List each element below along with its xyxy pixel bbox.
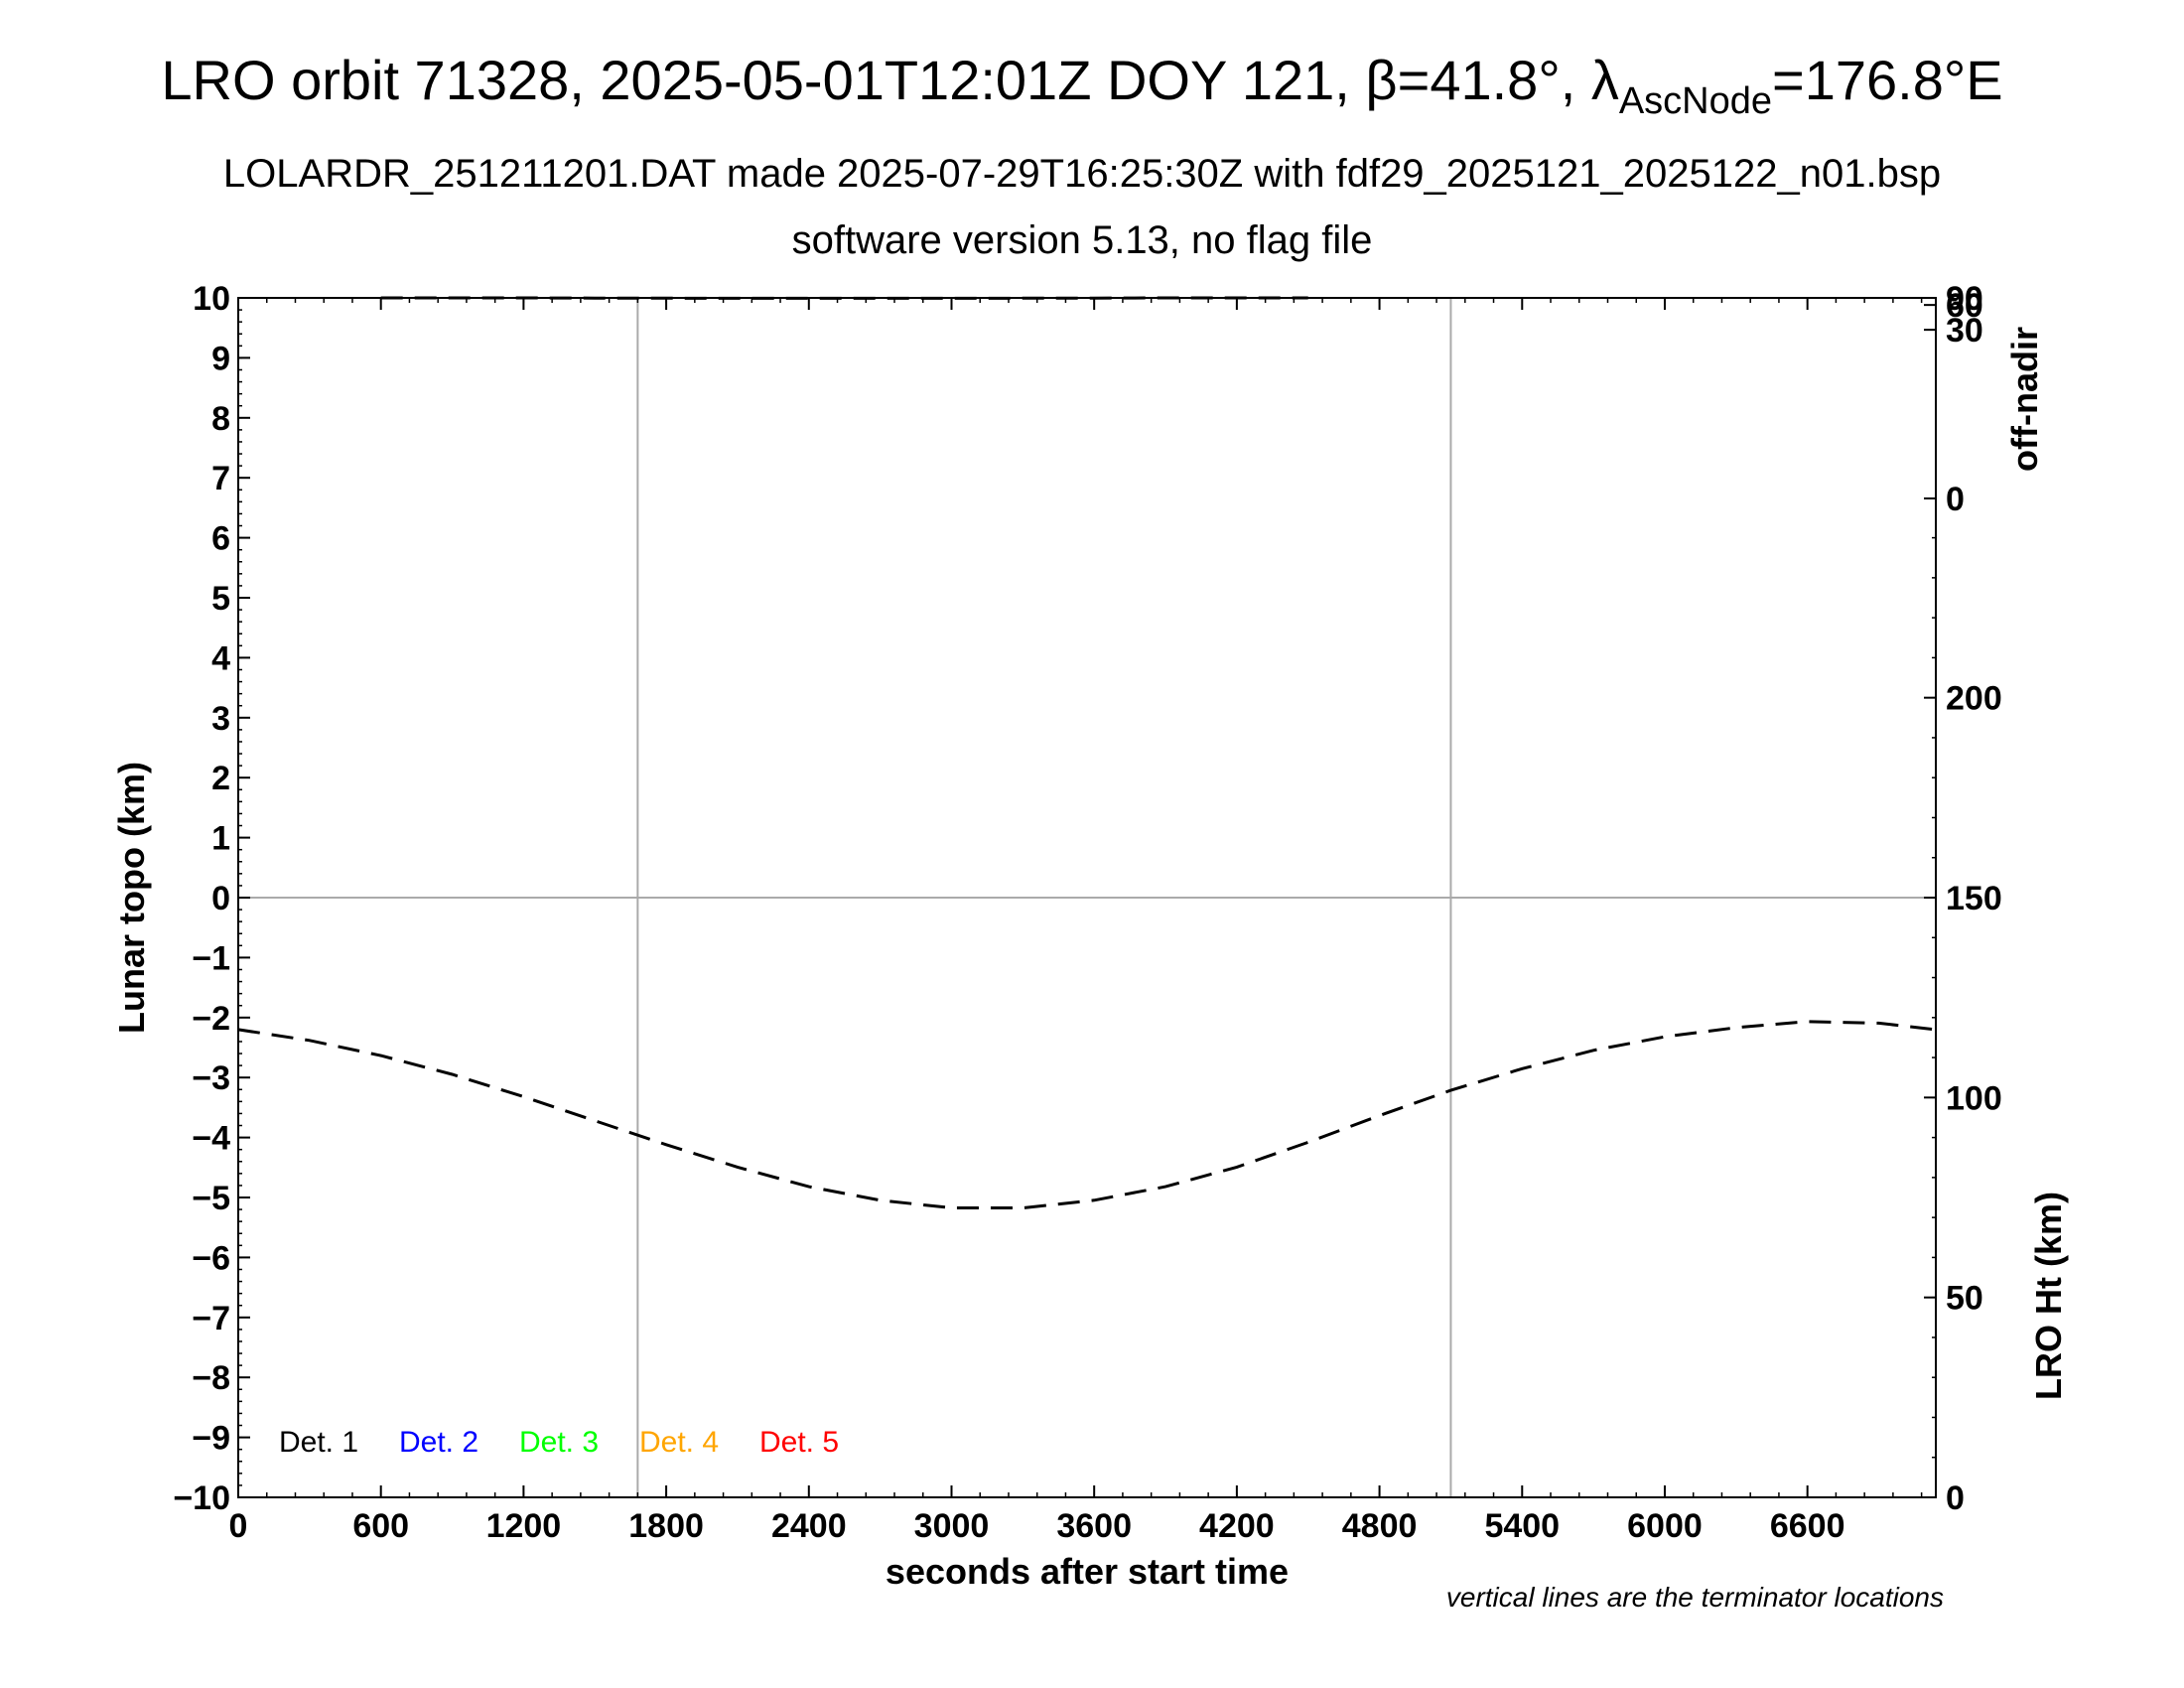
y-tick-label: 3 — [211, 700, 230, 738]
x-tick-label: 6000 — [1627, 1507, 1703, 1545]
y-tick-label: 5 — [211, 580, 230, 618]
y-tick-label: 0 — [211, 880, 230, 917]
y-tick-label: 8 — [211, 400, 230, 438]
y-tick-label: −3 — [192, 1059, 230, 1097]
x-tick-label: 600 — [352, 1507, 409, 1545]
grid-layer — [238, 298, 1936, 1497]
y-tick-label: −2 — [192, 1000, 230, 1038]
legend-entry-det-3: Det. 3 — [519, 1426, 599, 1459]
off-nadir-tick-label: 30 — [1946, 312, 1983, 350]
off-nadir-tick-label: 60 — [1946, 287, 1983, 325]
legend-entry-det-1: Det. 1 — [279, 1426, 358, 1459]
x-tick-label: 5400 — [1484, 1507, 1560, 1545]
plot-area — [237, 296, 1937, 1498]
legend: Det. 1 Det. 2 Det. 3 Det. 4 Det. 5 — [279, 1426, 839, 1459]
y-tick-label: 7 — [211, 460, 230, 497]
x-tick-label: 0 — [229, 1507, 248, 1545]
legend-entry-det-2: Det. 2 — [399, 1426, 478, 1459]
y-tick-label: 4 — [211, 639, 230, 677]
title-subscript: AscNode — [1619, 80, 1772, 122]
x-tick-label: 6600 — [1770, 1507, 1845, 1545]
y-tick-label: 10 — [193, 280, 230, 318]
y-tick-label: 2 — [211, 760, 230, 797]
off-nadir-axis-label: off-nadir — [2004, 327, 2045, 472]
version-line: software version 5.13, no flag file — [792, 218, 1373, 262]
x-axis-label: seconds after start time — [886, 1551, 1289, 1592]
y-tick-label: −7 — [192, 1300, 230, 1337]
y-tick-label: 9 — [211, 340, 230, 377]
ht-tick-label: 200 — [1946, 680, 2002, 718]
off-nadir-tick-label: 90 — [1946, 280, 1983, 318]
series-layer — [237, 296, 1937, 1209]
y-tick-label: 1 — [211, 820, 230, 858]
ht-tick-label: 50 — [1946, 1280, 1983, 1318]
x-tick-label: 4200 — [1199, 1507, 1275, 1545]
legend-entry-det-5: Det. 5 — [759, 1426, 839, 1459]
x-axis-ticks: 0 600 1200 1800 2400 3000 3600 4200 4800 5400 6000… — [229, 298, 1845, 1545]
x-tick-label: 1200 — [486, 1507, 562, 1545]
y-tick-label: −6 — [192, 1239, 230, 1277]
off-nadir-tick-label: 0 — [1946, 481, 1965, 518]
y-tick-label: −5 — [192, 1180, 230, 1217]
chart-title: LRO orbit 71328, 2025-05-01T12:01Z DOY 1… — [161, 49, 2002, 122]
x-tick-label: 1800 — [628, 1507, 704, 1545]
title-main: LRO orbit 71328, 2025-05-01T12:01Z DOY 1… — [161, 49, 1618, 111]
y-tick-label: −9 — [192, 1420, 230, 1458]
y-tick-label: −10 — [173, 1479, 230, 1517]
ht-tick-label: 0 — [1946, 1479, 1965, 1517]
lro-height-line — [237, 1020, 1937, 1209]
footnote: vertical lines are the terminator locati… — [1446, 1582, 1944, 1613]
ht-tick-label: 100 — [1946, 1079, 2002, 1117]
y-tick-label: −8 — [192, 1359, 230, 1397]
y-tick-label: −1 — [192, 939, 230, 977]
x-tick-label: 2400 — [771, 1507, 847, 1545]
chart-subtitle: LOLARDR_251211201.DAT made 2025-07-29T16… — [223, 152, 1941, 196]
ht-axis-label: LRO Ht (km) — [2028, 1192, 2069, 1400]
title-tail: =176.8°E — [1772, 49, 2003, 111]
legend-entry-det-4: Det. 4 — [639, 1426, 719, 1459]
ht-tick-label: 150 — [1946, 880, 2002, 917]
x-tick-label: 3600 — [1056, 1507, 1132, 1545]
x-tick-label: 3000 — [914, 1507, 990, 1545]
x-tick-label: 4800 — [1342, 1507, 1418, 1545]
y-tick-label: 6 — [211, 520, 230, 558]
y-axis-label: Lunar topo (km) — [111, 762, 152, 1034]
y-tick-label: −4 — [192, 1120, 230, 1158]
ht-axis-ticks: 0 50 100 150 200 — [1924, 680, 2002, 1517]
